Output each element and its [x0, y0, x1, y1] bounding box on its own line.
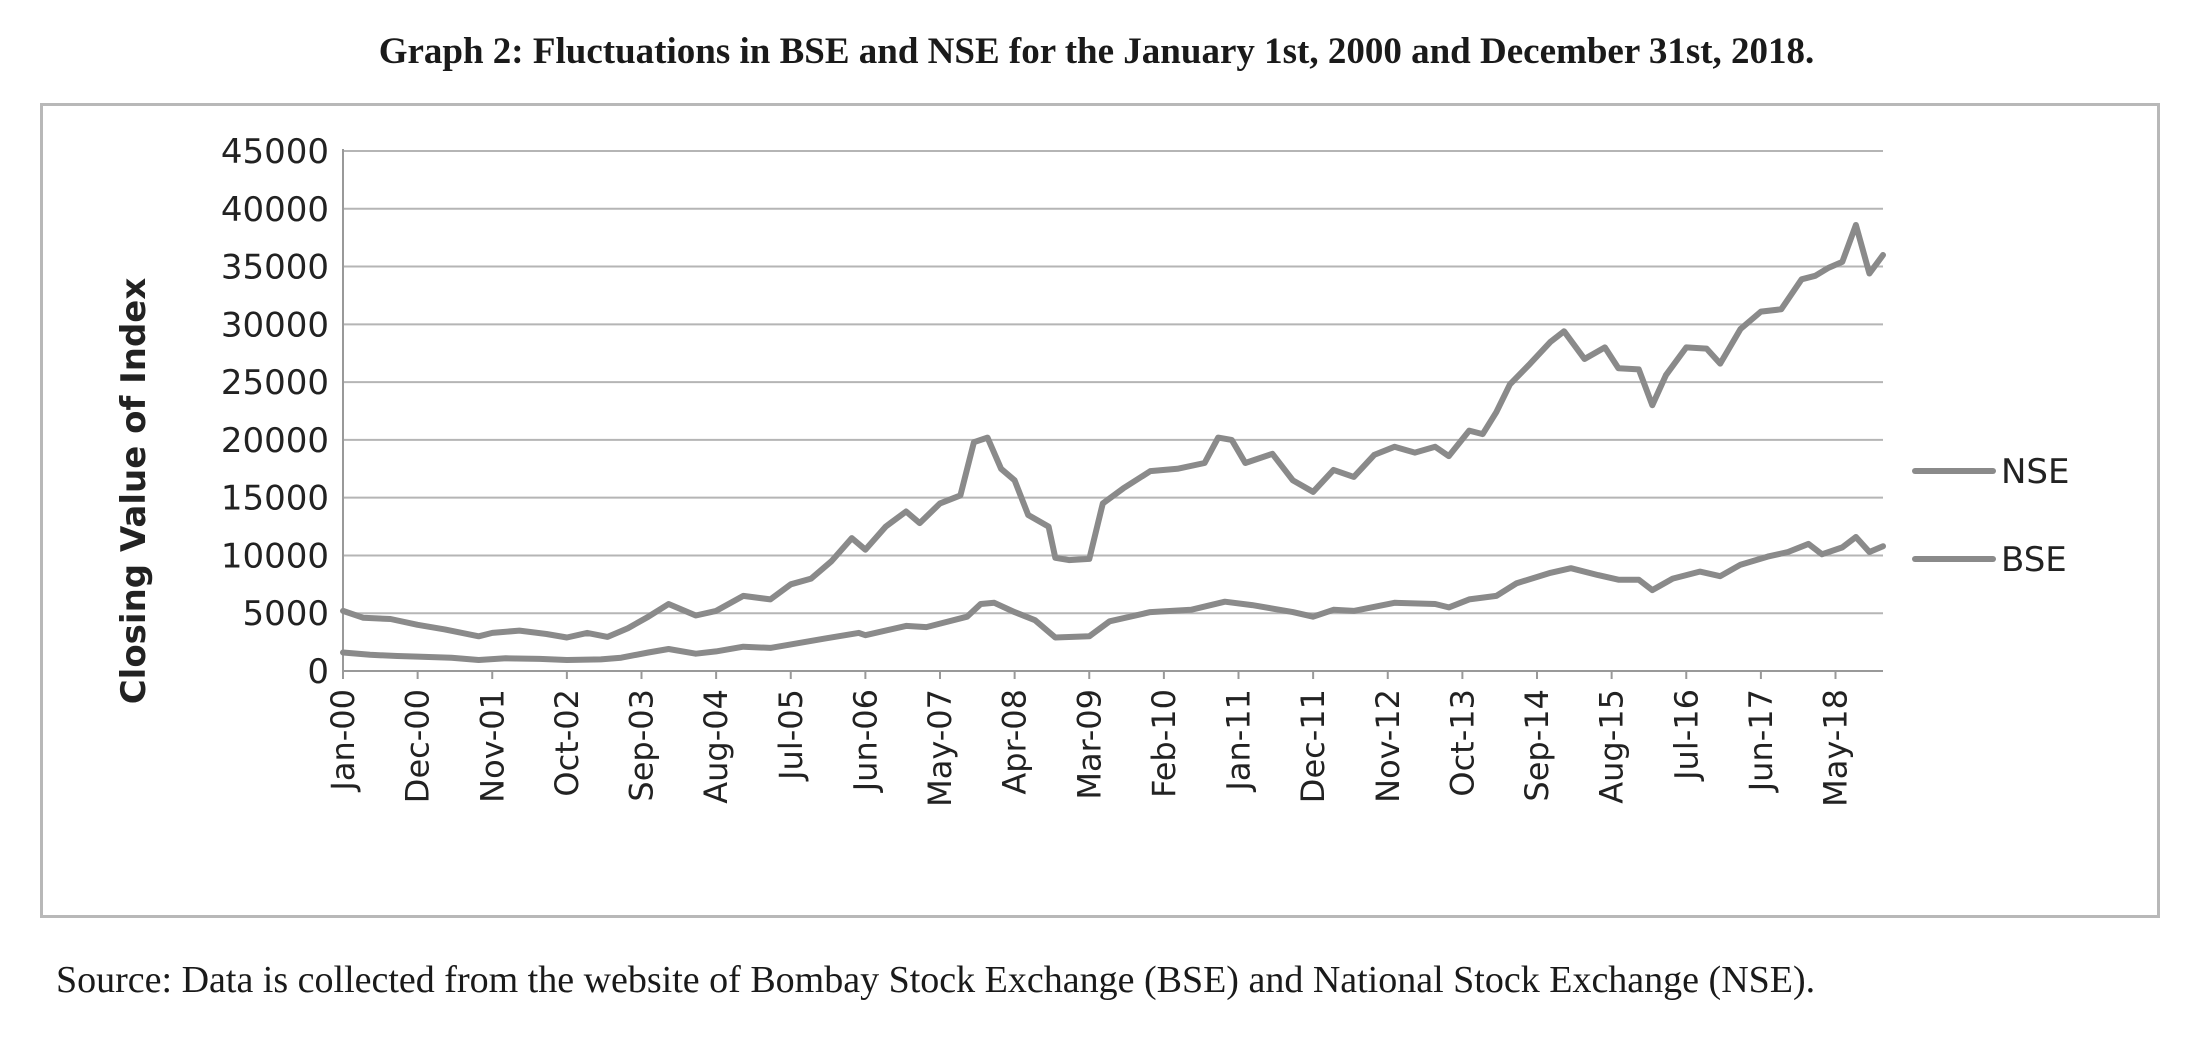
y-tick-label: 10000: [221, 536, 329, 576]
x-tick-label: May-18: [1817, 689, 1855, 807]
legend-label-bse: BSE: [2001, 540, 2067, 580]
y-axis-label: Closing Value of Index: [114, 278, 154, 705]
x-tick-label: Mar-09: [1070, 689, 1108, 800]
x-tick-label: Jan-00: [324, 689, 362, 793]
axes: [342, 149, 1883, 679]
line-chart: 0 5000 10000 15000 20000 25000 30000 35000 40000…: [114, 132, 2070, 807]
x-tick-label: Nov-01: [473, 689, 511, 803]
y-tick-label: 15000: [221, 479, 329, 519]
x-tick-label: Dec-11: [1294, 689, 1332, 803]
series-line-bse: [340, 534, 1886, 663]
y-tick-label: 30000: [221, 305, 329, 345]
x-tick-label: Jun-06: [846, 689, 884, 793]
x-tick-label: Jan-11: [1220, 689, 1258, 793]
legend: NSE BSE: [1912, 452, 2070, 580]
x-tick-label: Sep-14: [1518, 689, 1556, 802]
x-tick-label: Apr-08: [996, 689, 1034, 795]
x-tick-label: Feb-10: [1145, 689, 1183, 798]
gridlines: [343, 150, 1883, 615]
y-tick-label: 20000: [221, 421, 329, 461]
y-tick-label: 35000: [221, 248, 329, 288]
chart-title: Graph 2: Fluctuations in BSE and NSE for…: [378, 31, 1815, 72]
y-tick-label: 40000: [221, 190, 329, 230]
x-tick-label: Oct-13: [1443, 689, 1481, 797]
y-tick-label: 0: [307, 652, 329, 692]
y-tick-label: 45000: [221, 132, 329, 172]
x-tick-label: Jul-05: [772, 689, 810, 782]
legend-label-nse: NSE: [2001, 452, 2070, 492]
y-tick-label: 25000: [221, 363, 329, 403]
x-tick-label: May-07: [921, 689, 959, 807]
x-tick-label: Aug-04: [697, 689, 735, 804]
series-lines: [340, 222, 1886, 663]
source-note: Source: Data is collected from the websi…: [56, 959, 1816, 1001]
x-tick-labels: Jan-00 Dec-00 Nov-01 Oct-02 Sep-03 Aug-04 Jul-…: [324, 689, 1855, 807]
x-tick-label: Oct-02: [548, 689, 586, 797]
x-tick-label: Sep-03: [623, 689, 661, 802]
x-tick-label: Jun-17: [1742, 689, 1780, 793]
x-tick-label: Aug-15: [1593, 689, 1631, 804]
chart-frame: 0 5000 10000 15000 20000 25000 30000 35000 40000…: [40, 103, 2160, 918]
x-tick-label: Dec-00: [399, 689, 437, 803]
y-tick-labels: 0 5000 10000 15000 20000 25000 30000 35000 40000…: [221, 132, 329, 692]
series-line-nse: [340, 222, 1886, 641]
x-tick-label: Nov-12: [1369, 689, 1407, 803]
y-tick-label: 5000: [242, 594, 329, 634]
x-tick-label: Jul-16: [1667, 689, 1705, 782]
